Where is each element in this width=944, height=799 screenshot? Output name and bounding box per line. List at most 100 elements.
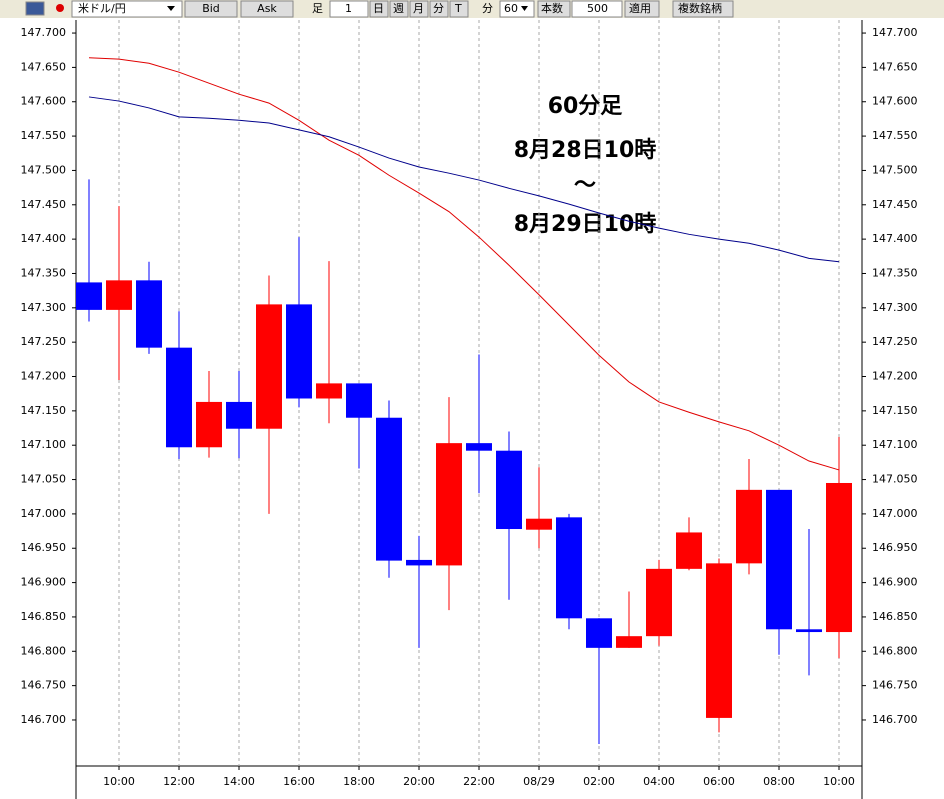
y-tick-label: 147.200 — [21, 370, 67, 383]
tick-button[interactable] — [449, 0, 469, 18]
y-tick-label-right: 146.850 — [872, 610, 918, 623]
y-tick-label: 147.500 — [21, 163, 67, 176]
flag-us — [25, 1, 45, 16]
candle-body — [166, 347, 192, 448]
flag-jp — [56, 4, 64, 12]
step: 1 — [345, 2, 352, 15]
y-tick-label-right: 146.900 — [872, 576, 918, 589]
candle-body — [766, 489, 792, 630]
candle-body — [436, 443, 462, 566]
candle-body — [256, 304, 282, 429]
candle-body — [316, 383, 342, 399]
y-tick-label: 146.800 — [21, 644, 67, 657]
candle-body — [196, 401, 222, 448]
x-tick-label: 08/29 — [523, 775, 555, 788]
moving-average — [88, 96, 840, 263]
count-button[interactable] — [537, 0, 571, 18]
candle-body — [556, 517, 582, 619]
y-tick-label: 146.850 — [21, 610, 67, 623]
y-tick-label-right: 147.450 — [872, 198, 918, 211]
ask-button[interactable] — [240, 0, 294, 18]
candle-body — [376, 417, 402, 561]
candle-body — [646, 568, 672, 637]
y-tick-label-right: 147.350 — [872, 266, 918, 279]
candle-body — [346, 383, 372, 418]
bid: Bid — [202, 2, 220, 15]
period-select[interactable] — [499, 0, 535, 18]
y-tick-label-right: 146.750 — [872, 679, 918, 692]
x-tick-label: 08:00 — [763, 775, 795, 788]
annotation: 8月29日10時 — [514, 212, 657, 237]
toolbar: 米ドル/円 Bid Ask 足 1 日 週 月 分 T 分 60 本数 500 … — [0, 0, 944, 18]
y-tick-label-right: 147.700 — [872, 26, 918, 39]
candle-body — [676, 532, 702, 569]
y-tick-label-right: 146.700 — [872, 713, 918, 726]
day: 日 — [373, 2, 384, 15]
count-input[interactable] — [571, 0, 623, 18]
x-tick-label: 20:00 — [403, 775, 435, 788]
y-tick-label: 146.950 — [21, 541, 67, 554]
candle-body — [106, 280, 132, 310]
apply-button[interactable] — [624, 0, 660, 18]
y-tick-label-right: 147.200 — [872, 370, 918, 383]
y-tick-label: 147.650 — [21, 60, 67, 73]
step-input[interactable] — [329, 0, 369, 18]
y-tick-label: 147.150 — [21, 404, 67, 417]
candle-body — [796, 629, 822, 633]
minute: 分 — [433, 2, 444, 15]
apply: 適用 — [629, 1, 651, 15]
y-tick-label-right: 147.100 — [872, 438, 918, 451]
y-tick-label: 147.700 — [21, 26, 67, 39]
candle-body — [736, 489, 762, 564]
x-tick-label: 12:00 — [163, 775, 195, 788]
y-tick-label: 147.400 — [21, 232, 67, 245]
candle-body — [226, 401, 252, 429]
dropdown-arrow — [167, 6, 175, 11]
annotation: 60分足 — [548, 94, 623, 119]
x-tick-label: 06:00 — [703, 775, 735, 788]
y-tick-label: 146.900 — [21, 576, 67, 589]
candle-body — [586, 618, 612, 648]
x-tick-label: 22:00 — [463, 775, 495, 788]
month-button[interactable] — [409, 0, 429, 18]
y-tick-label: 147.100 — [21, 438, 67, 451]
multi-button[interactable] — [672, 0, 734, 18]
ashi: 足 — [312, 2, 323, 15]
day-button[interactable] — [369, 0, 389, 18]
symbol: 米ドル/円 — [78, 2, 126, 15]
candle-body — [76, 282, 102, 310]
ask: Ask — [257, 2, 277, 15]
tick: T — [454, 2, 462, 15]
x-tick-label: 14:00 — [223, 775, 255, 788]
multi: 複数銘柄 — [678, 1, 722, 15]
y-tick-label-right: 147.400 — [872, 232, 918, 245]
y-tick-label-right: 147.150 — [872, 404, 918, 417]
x-tick-label: 02:00 — [583, 775, 615, 788]
minute-button[interactable] — [429, 0, 449, 18]
candle-body — [616, 636, 642, 648]
y-tick-label: 147.050 — [21, 473, 67, 486]
y-tick-label-right: 147.300 — [872, 301, 918, 314]
x-tick-label: 16:00 — [283, 775, 315, 788]
candle-body — [286, 304, 312, 399]
symbol-select[interactable] — [71, 0, 183, 18]
y-tick-label: 147.250 — [21, 335, 67, 348]
x-tick-label: 10:00 — [823, 775, 855, 788]
candle-body — [466, 443, 492, 451]
week-button[interactable] — [389, 0, 409, 18]
y-tick-label: 146.750 — [21, 679, 67, 692]
candle-body — [706, 563, 732, 718]
y-tick-label-right: 147.000 — [872, 507, 918, 520]
unit: 分 — [482, 2, 493, 15]
y-tick-label: 147.450 — [21, 198, 67, 211]
candle-body — [526, 518, 552, 530]
y-tick-label-right: 147.650 — [872, 60, 918, 73]
y-tick-label: 147.600 — [21, 95, 67, 108]
y-tick-label-right: 147.500 — [872, 163, 918, 176]
bid-button[interactable] — [184, 0, 238, 18]
y-tick-label-right: 146.950 — [872, 541, 918, 554]
month: 月 — [413, 2, 424, 15]
y-tick-label-right: 147.600 — [872, 95, 918, 108]
